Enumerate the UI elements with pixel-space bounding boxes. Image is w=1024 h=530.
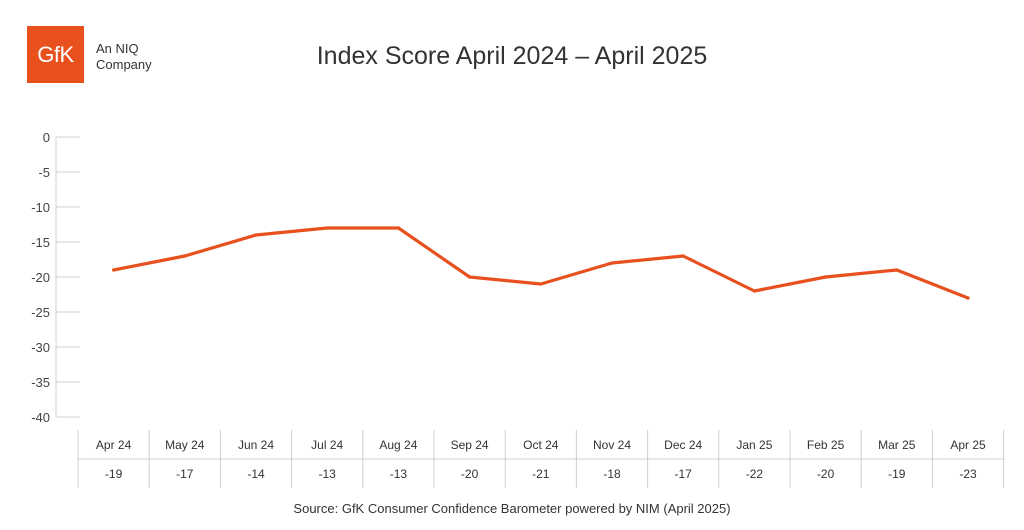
data-point — [325, 226, 329, 230]
x-tick-label: Dec 24 — [664, 438, 702, 452]
x-tick-label: Apr 24 — [96, 438, 132, 452]
y-tick-label: -15 — [31, 235, 50, 250]
logo-line-1: An NIQ — [96, 41, 139, 56]
y-tick-label: -10 — [31, 200, 50, 215]
gfk-logo: GfK — [27, 26, 84, 83]
data-label: -13 — [319, 467, 337, 481]
data-label: -19 — [888, 467, 906, 481]
data-point — [396, 226, 400, 230]
x-tick-label: Feb 25 — [807, 438, 845, 452]
x-tick-label: Sep 24 — [451, 438, 489, 452]
x-tick-label: Aug 24 — [379, 438, 417, 452]
x-tick-label: Apr 25 — [950, 438, 986, 452]
data-point — [966, 296, 970, 300]
logo-line-2: Company — [96, 57, 152, 72]
data-point — [610, 261, 614, 265]
logo-subtitle: An NIQ Company — [96, 41, 152, 73]
y-tick-label: -5 — [38, 165, 50, 180]
y-tick-label: -20 — [31, 270, 50, 285]
data-label: -13 — [390, 467, 408, 481]
y-tick-label: -25 — [31, 305, 50, 320]
data-label: -21 — [532, 467, 550, 481]
chart-source: Source: GfK Consumer Confidence Baromete… — [293, 501, 731, 516]
x-tick-label: Jun 24 — [238, 438, 274, 452]
x-tick-label: Mar 25 — [878, 438, 916, 452]
data-label: -20 — [817, 467, 835, 481]
data-point — [112, 268, 116, 272]
data-label: -17 — [675, 467, 693, 481]
data-label: -22 — [746, 467, 764, 481]
y-tick-label: -35 — [31, 375, 50, 390]
chart-title: Index Score April 2024 – April 2025 — [316, 42, 708, 70]
y-tick-label: -40 — [31, 410, 50, 425]
x-tick-label: Jul 24 — [311, 438, 343, 452]
data-label: -18 — [603, 467, 621, 481]
data-label: -19 — [105, 467, 123, 481]
x-tick-label: Nov 24 — [593, 438, 631, 452]
data-point — [468, 275, 472, 279]
x-tick-label: Oct 24 — [523, 438, 559, 452]
data-point — [254, 233, 258, 237]
data-point — [183, 254, 187, 258]
y-tick-label: 0 — [43, 130, 50, 145]
data-point — [824, 275, 828, 279]
data-point — [895, 268, 899, 272]
data-label: -20 — [461, 467, 479, 481]
data-label: -23 — [959, 467, 977, 481]
data-label: -14 — [247, 467, 265, 481]
y-tick-label: -30 — [31, 340, 50, 355]
data-label: -17 — [176, 467, 194, 481]
x-tick-label: Jan 25 — [736, 438, 772, 452]
series-line — [111, 226, 970, 300]
x-tick-label: May 24 — [165, 438, 205, 452]
data-point — [539, 282, 543, 286]
data-point — [752, 289, 757, 293]
gfk-logo-mark: GfK — [37, 41, 74, 67]
data-point — [681, 254, 685, 258]
